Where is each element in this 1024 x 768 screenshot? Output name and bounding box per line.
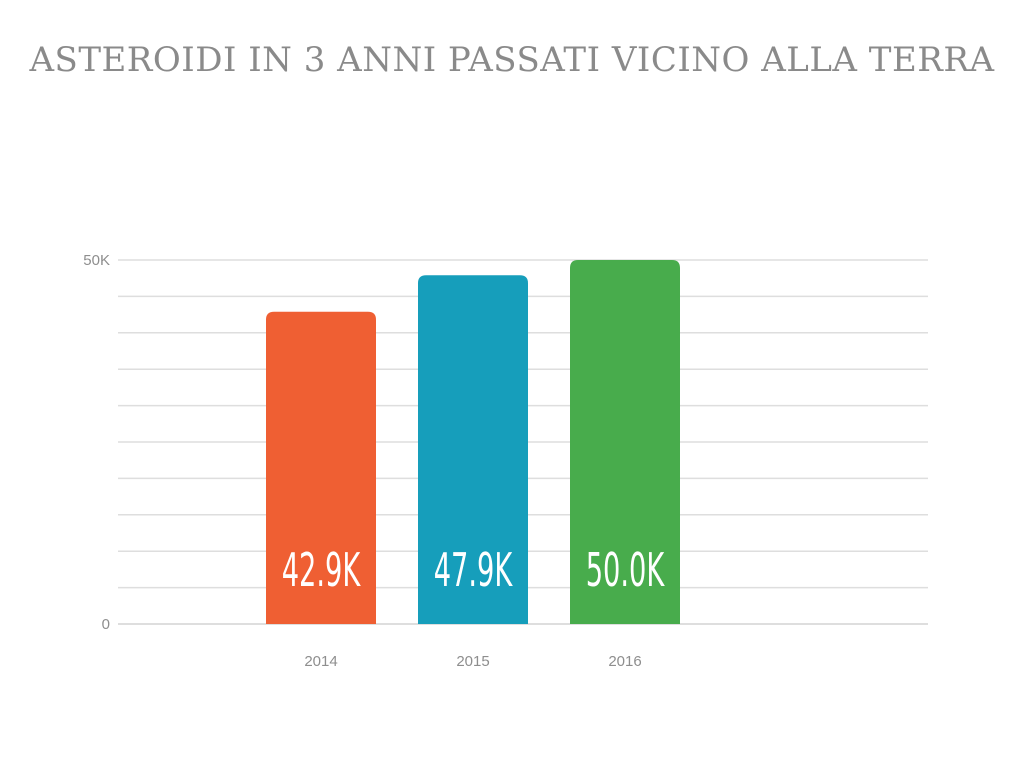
data-label-2014: 42.9K xyxy=(282,543,361,597)
y-tick-label: 0 xyxy=(102,616,110,633)
bar-2016 xyxy=(570,260,680,624)
y-tick-label: 50K xyxy=(83,252,110,269)
chart-title: ASTEROIDI IN 3 ANNI PASSATI VICINO ALLA … xyxy=(29,40,995,80)
data-label-2015: 47.9K xyxy=(434,543,513,597)
x-tick-label: 2015 xyxy=(456,653,489,670)
bars xyxy=(266,260,680,624)
data-labels: 42.9K 47.9K 50.0K xyxy=(282,543,665,597)
y-axis-ticks: 0 50K xyxy=(83,252,110,633)
x-axis-ticks: 2014 2015 2016 xyxy=(304,653,641,670)
bar-2014 xyxy=(266,311,376,624)
x-tick-label: 2016 xyxy=(608,653,641,670)
data-label-2016: 50.0K xyxy=(586,543,665,597)
bar-2015 xyxy=(418,275,528,624)
x-tick-label: 2014 xyxy=(304,653,337,670)
